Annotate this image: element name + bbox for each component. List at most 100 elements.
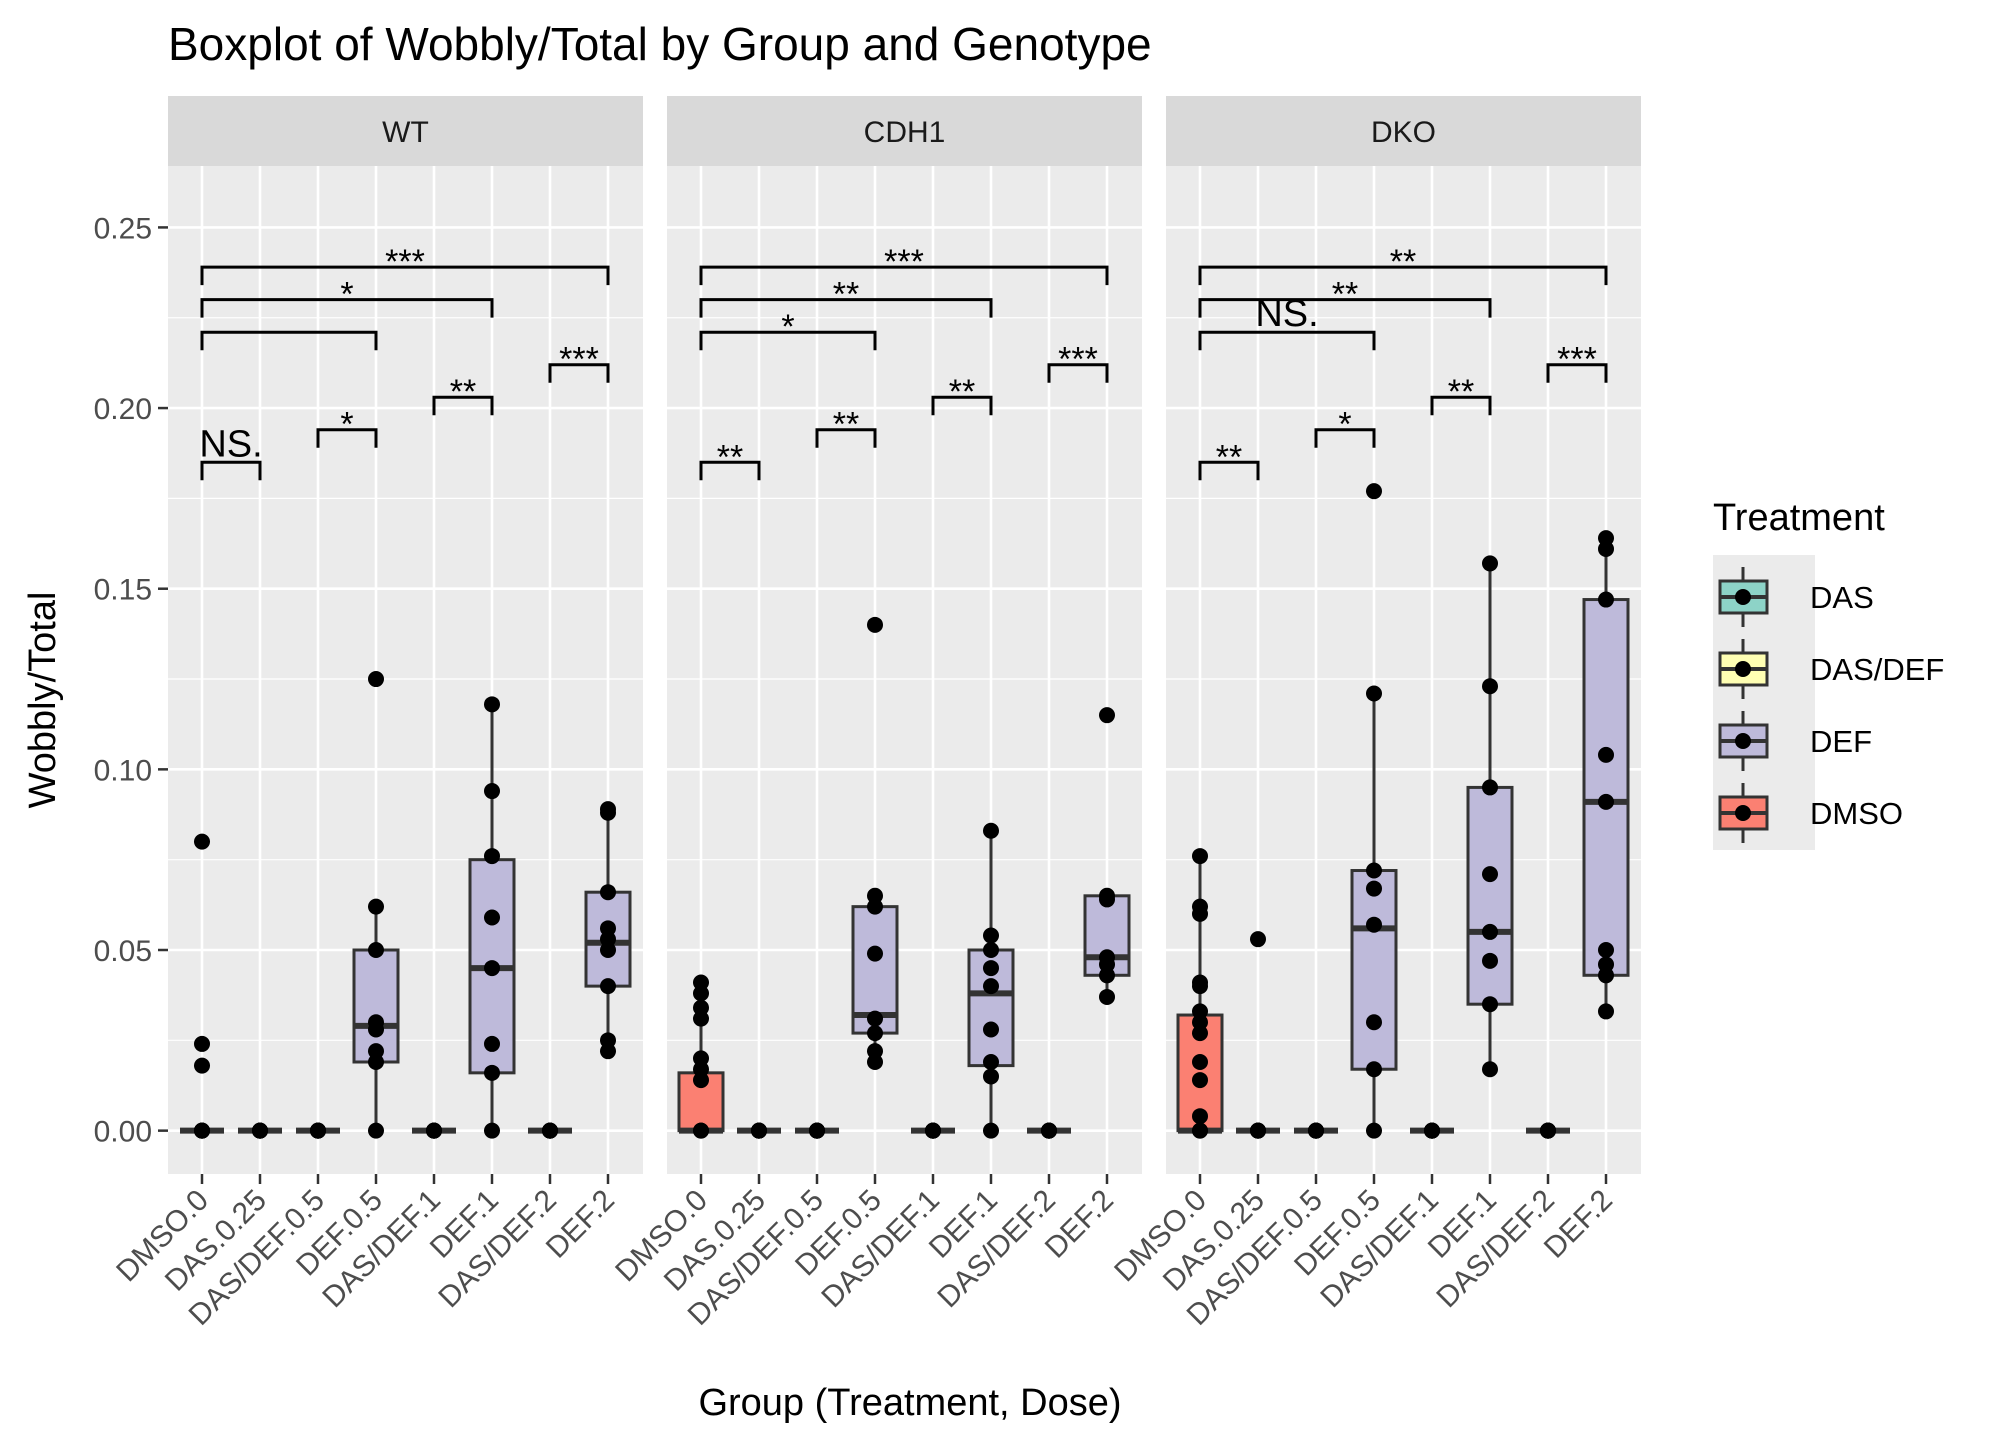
significance-bracket <box>432 395 494 416</box>
significance-bracket <box>699 265 1109 286</box>
box-das-def-2 <box>1526 1122 1570 1139</box>
data-point <box>983 927 999 944</box>
box-das-0-25 <box>737 1122 781 1139</box>
data-point <box>983 1054 999 1070</box>
significance-label: ** <box>1448 373 1474 411</box>
data-point <box>484 783 500 800</box>
data-point <box>1482 779 1498 796</box>
data-point <box>1366 916 1382 933</box>
significance-bracket <box>1198 265 1608 286</box>
data-point <box>1598 530 1614 547</box>
legend-key-point <box>1735 589 1751 605</box>
data-point <box>1192 1054 1208 1070</box>
data-point <box>751 1122 767 1139</box>
data-point <box>867 945 883 962</box>
significance-bracket <box>1198 330 1376 351</box>
significance-label: *** <box>559 341 599 379</box>
significance-bracket <box>699 460 761 481</box>
box-def-2 <box>1083 707 1131 1005</box>
significance-label: ** <box>833 276 859 314</box>
legend-item-label: DEF <box>1810 724 1872 759</box>
data-point <box>542 1122 558 1139</box>
x-tick-label: DEF.2 <box>540 1184 621 1265</box>
box-def-2 <box>1582 530 1630 1020</box>
data-point <box>983 1021 999 1038</box>
data-point <box>1192 848 1208 865</box>
data-point <box>1482 555 1498 572</box>
data-point <box>600 801 616 818</box>
data-point <box>484 696 500 713</box>
y-tick-label: 0.20 <box>94 393 152 426</box>
data-point <box>1482 1061 1498 1078</box>
data-point <box>1099 949 1115 966</box>
significance-annotations: NS. ********** <box>199 243 610 481</box>
significance-bracket <box>316 428 378 448</box>
data-point <box>867 887 883 904</box>
data-point <box>1366 880 1382 897</box>
data-point <box>484 960 500 977</box>
data-point <box>484 1035 500 1052</box>
significance-annotations: *************** <box>699 243 1109 481</box>
data-point <box>1482 866 1498 883</box>
significance-bracket <box>200 460 262 481</box>
significance-label: * <box>340 276 353 314</box>
significance-bracket <box>1546 363 1608 383</box>
box-das-def-0-5 <box>1294 1122 1338 1139</box>
data-point <box>194 833 210 850</box>
data-point <box>600 1032 616 1049</box>
box-dmso-0 <box>180 833 224 1139</box>
data-point <box>426 1122 442 1139</box>
facet-strip-label: WT <box>382 116 429 149</box>
legend-item-das: DAS <box>1718 567 1874 627</box>
data-point <box>484 1122 500 1139</box>
data-point <box>1598 942 1614 958</box>
data-point <box>983 822 999 839</box>
data-point <box>1366 685 1382 702</box>
data-point <box>1192 1122 1208 1139</box>
facet-panel-cdh1: CDH1***************DMSO.0DAS.0.25DAS/DEF… <box>609 96 1142 1332</box>
data-point <box>1366 862 1382 879</box>
data-point <box>1192 1072 1208 1089</box>
y-tick-label: 0.10 <box>94 754 152 787</box>
facet-panel-dko: DKO********NS. ****DMSO.0DAS.0.25DAS/DEF.… <box>1108 96 1641 1332</box>
box-def-1 <box>1466 555 1514 1078</box>
legend-item-label: DMSO <box>1810 796 1903 831</box>
data-point <box>867 616 883 633</box>
data-point <box>693 1050 709 1067</box>
data-point <box>1482 952 1498 969</box>
y-tick-label: 0.15 <box>94 574 152 607</box>
significance-bracket <box>548 363 610 383</box>
legend: Treatment DAS DAS/DEF DEF DMSO <box>1713 497 1944 850</box>
panel-background <box>168 166 643 1174</box>
data-point <box>1366 1061 1382 1078</box>
facet-strip-label: DKO <box>1371 116 1436 149</box>
data-point <box>368 1122 384 1139</box>
legend-item-das-def: DAS/DEF <box>1718 639 1944 699</box>
box-das-def-1 <box>412 1122 456 1139</box>
significance-bracket <box>200 265 610 286</box>
data-point <box>1099 707 1115 724</box>
data-point <box>1366 1014 1382 1031</box>
data-point <box>809 1122 825 1139</box>
data-point <box>368 1014 384 1031</box>
box-dmso-0 <box>1176 848 1224 1139</box>
legend-item-label: DAS/DEF <box>1810 652 1944 687</box>
data-point <box>1598 591 1614 608</box>
data-point <box>368 1043 384 1060</box>
data-point <box>693 1122 709 1139</box>
significance-bracket <box>815 428 877 448</box>
significance-label: * <box>1338 406 1351 444</box>
data-point <box>1424 1122 1440 1139</box>
data-point <box>484 848 500 865</box>
box-body <box>1350 869 1398 1071</box>
data-point <box>484 909 500 926</box>
box-das-def-1 <box>1410 1122 1454 1139</box>
data-point <box>867 1010 883 1027</box>
data-point <box>310 1122 326 1139</box>
box-body <box>1466 785 1514 1006</box>
data-point <box>983 960 999 977</box>
data-point <box>1366 1122 1382 1139</box>
